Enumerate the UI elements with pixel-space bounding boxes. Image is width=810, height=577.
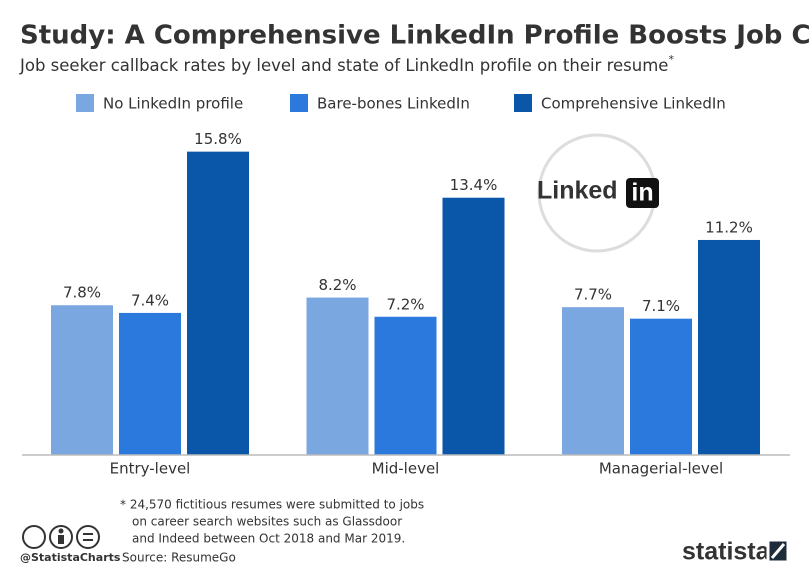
value-label: 7.2% xyxy=(386,295,424,313)
bar xyxy=(698,239,760,455)
brand: statista xyxy=(682,538,771,566)
value-label: 7.4% xyxy=(131,291,169,309)
subtitle-text: Job seeker callback rates by level and s… xyxy=(19,56,668,75)
credit: @StatistaCharts xyxy=(20,551,121,564)
value-label: 7.1% xyxy=(642,297,680,315)
linkedin-logo: Linked in xyxy=(537,133,659,253)
by-icon xyxy=(49,525,73,549)
source: Source: ResumeGo xyxy=(122,551,236,565)
bar xyxy=(562,307,624,455)
footnote: on career search websites such as Glassd… xyxy=(132,515,402,529)
cc-icon xyxy=(22,525,46,549)
bar xyxy=(306,297,369,455)
value-label: 15.8% xyxy=(194,130,242,148)
x-tick-label: Mid-level xyxy=(372,460,440,478)
legend-label: No LinkedIn profile xyxy=(103,95,243,113)
bar xyxy=(630,318,692,455)
value-label: 7.7% xyxy=(574,286,612,304)
footnote: * 24,570 fictitious resumes were submitt… xyxy=(120,498,424,512)
bar xyxy=(51,305,113,455)
value-label: 8.2% xyxy=(318,276,356,294)
legend-swatch xyxy=(76,94,94,112)
footnote: and Indeed between Oct 2018 and Mar 2019… xyxy=(132,532,405,546)
chart-title: Study: A Comprehensive LinkedIn Profile … xyxy=(20,21,810,51)
by-head xyxy=(58,528,64,534)
legend-swatch xyxy=(514,94,532,112)
legend-label: Comprehensive LinkedIn xyxy=(541,95,726,113)
logo-in: in xyxy=(631,179,653,207)
subtitle-mark: * xyxy=(668,53,674,66)
value-label: 11.2% xyxy=(705,218,753,236)
logo-text: Linked xyxy=(537,177,618,205)
value-label: 7.8% xyxy=(63,284,101,302)
bar xyxy=(187,151,249,455)
chart-subtitle: Job seeker callback rates by level and s… xyxy=(19,53,674,75)
cc-icons xyxy=(22,525,100,549)
by-body xyxy=(58,535,64,544)
bar xyxy=(119,312,181,455)
bar xyxy=(442,197,505,455)
legend-label: Bare-bones LinkedIn xyxy=(317,95,470,113)
nd-icon xyxy=(76,525,100,549)
bar xyxy=(374,316,437,455)
value-label: 13.4% xyxy=(450,176,498,194)
x-tick-label: Entry-level xyxy=(110,460,191,478)
logo-box xyxy=(626,178,659,208)
brand-icon xyxy=(766,538,790,564)
legend-swatch xyxy=(290,94,308,112)
x-tick-label: Managerial-level xyxy=(599,460,723,478)
